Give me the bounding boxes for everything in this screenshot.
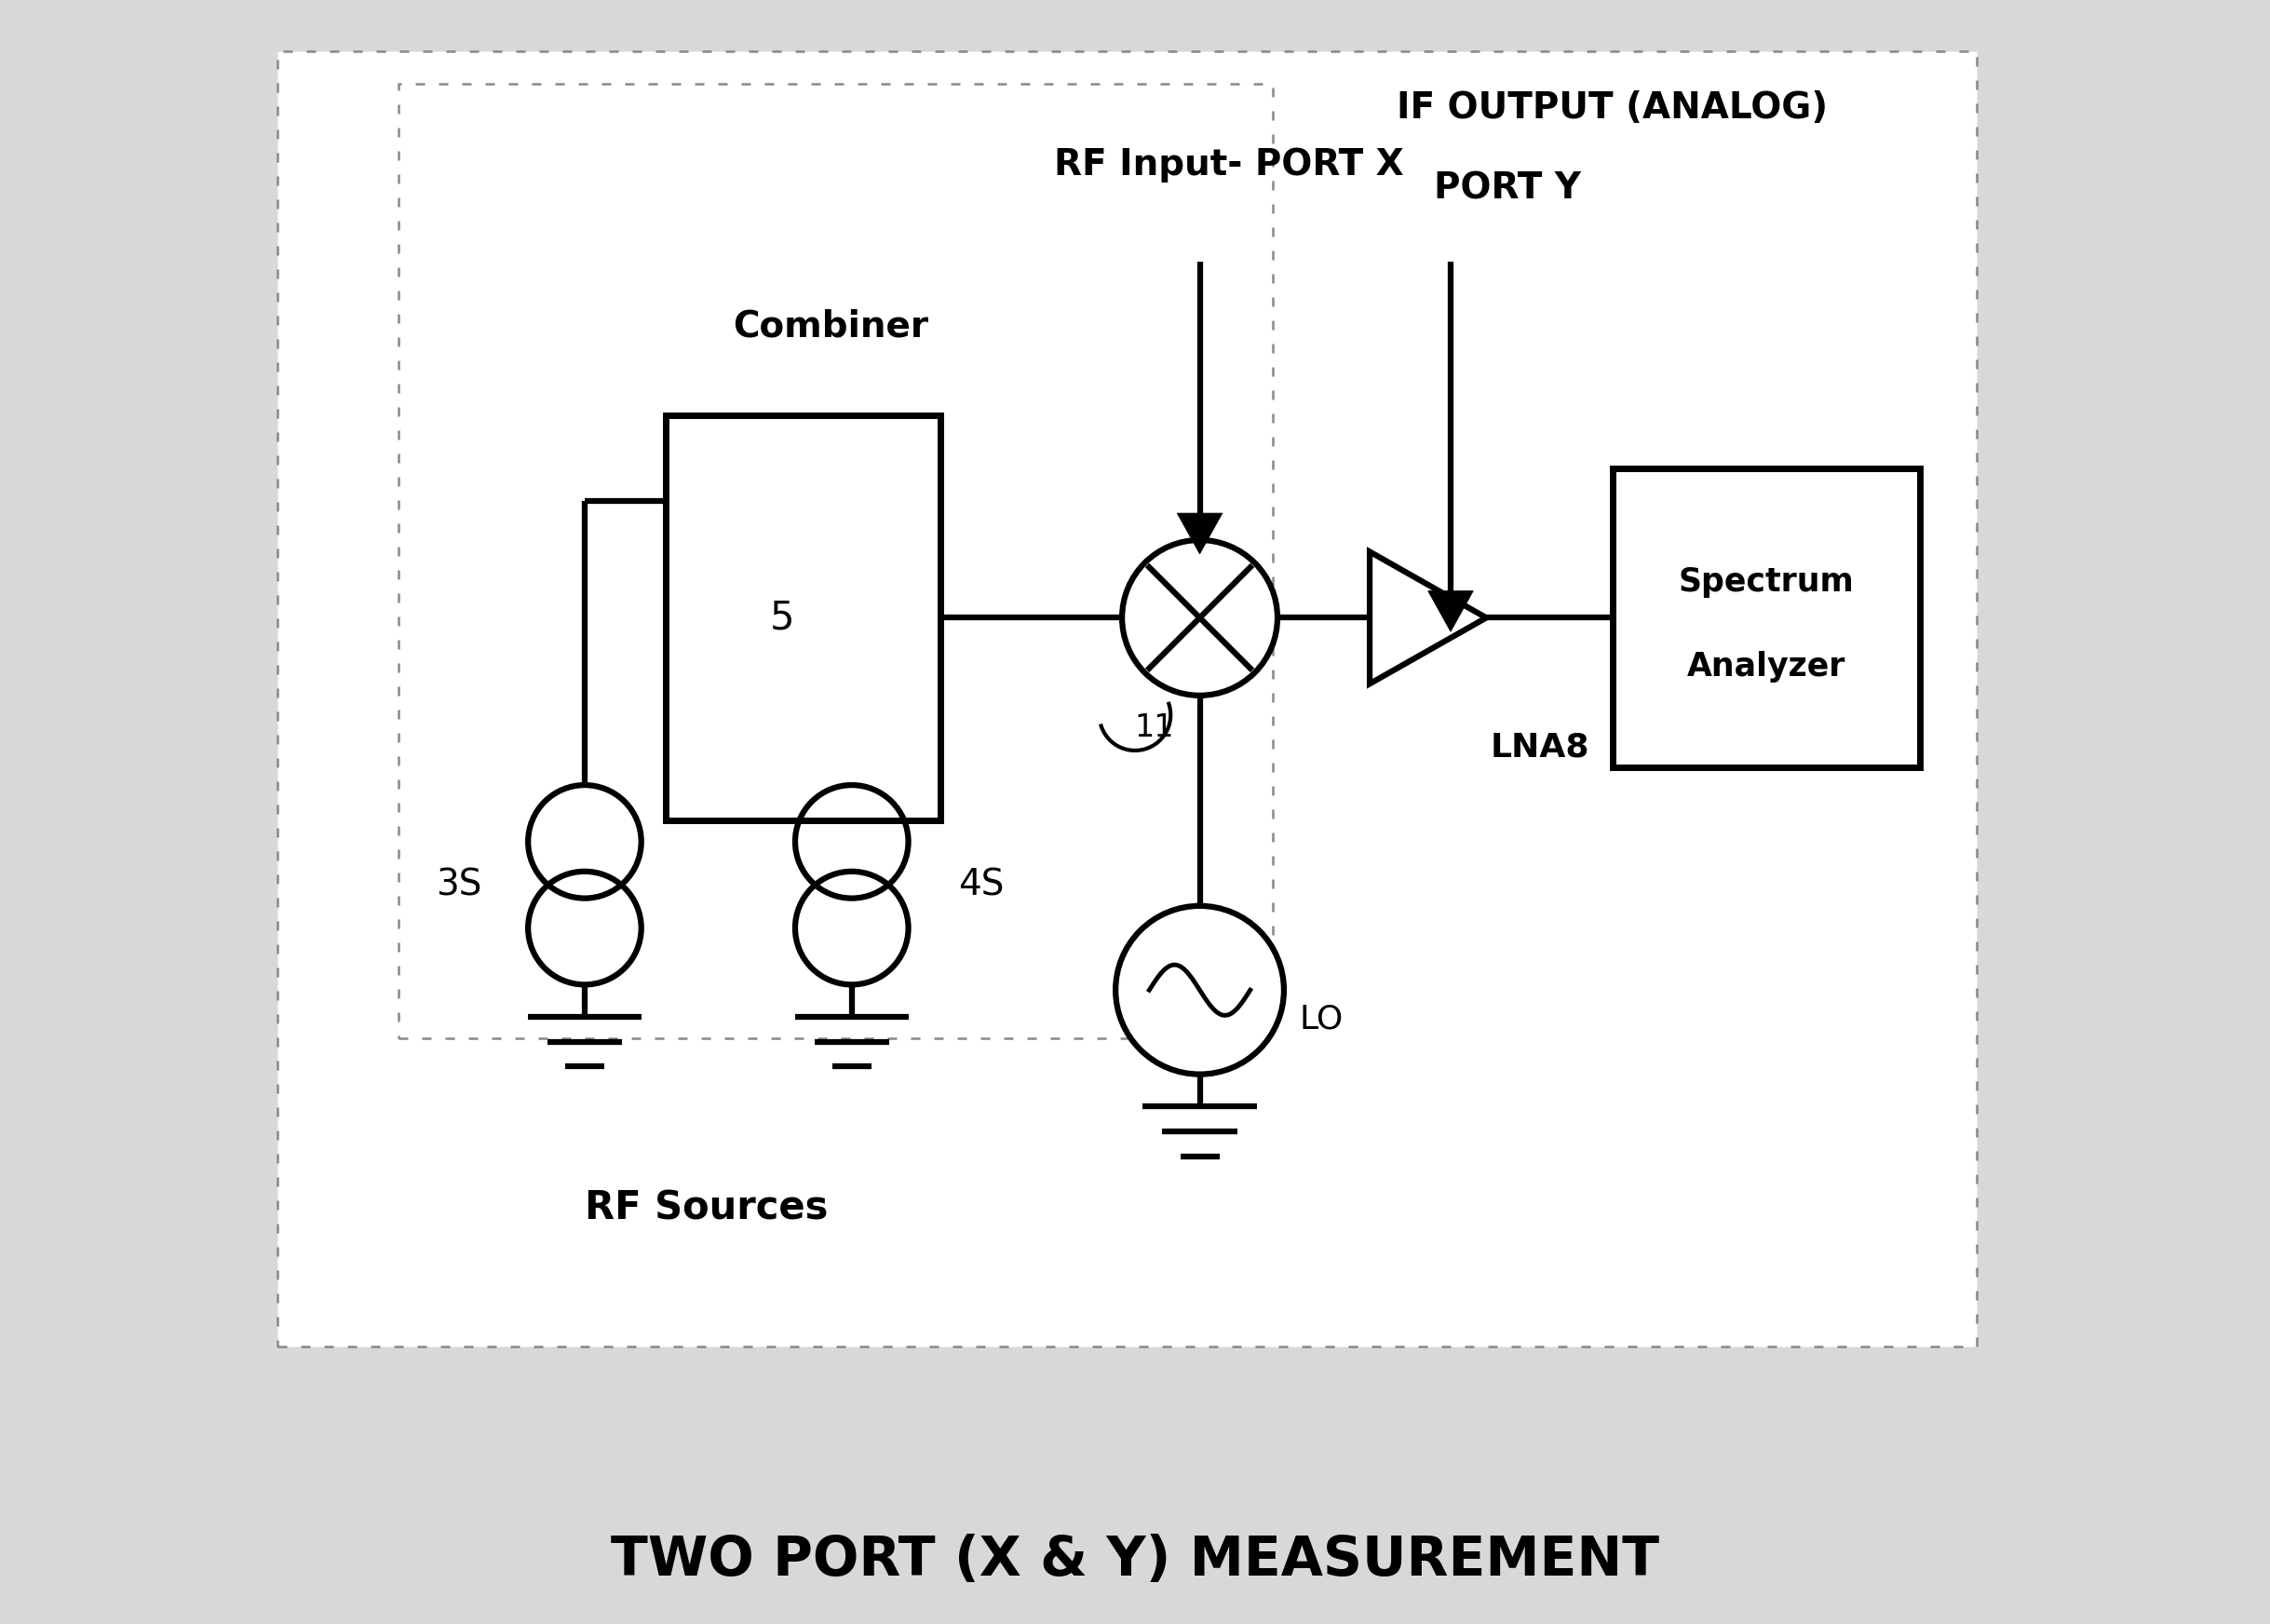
Polygon shape — [1178, 513, 1224, 554]
Text: PORT Y: PORT Y — [1435, 171, 1580, 206]
Text: 5: 5 — [770, 598, 794, 637]
Text: Spectrum: Spectrum — [1678, 567, 1855, 598]
Text: 11: 11 — [1135, 713, 1174, 744]
Bar — [665, 416, 940, 820]
Text: Combiner: Combiner — [733, 309, 928, 344]
Bar — [1612, 468, 1920, 768]
Polygon shape — [1428, 591, 1473, 632]
Text: TWO PORT (X & Y) MEASUREMENT: TWO PORT (X & Y) MEASUREMENT — [611, 1533, 1659, 1587]
Text: LO: LO — [1298, 1004, 1344, 1034]
Circle shape — [1121, 541, 1278, 695]
Text: 3S: 3S — [436, 867, 481, 903]
Text: RF Input- PORT X: RF Input- PORT X — [1053, 146, 1403, 182]
Text: 4S: 4S — [958, 867, 1003, 903]
Text: LNA8: LNA8 — [1489, 731, 1589, 763]
Text: Analyzer: Analyzer — [1687, 651, 1846, 682]
FancyBboxPatch shape — [277, 50, 1977, 1346]
Text: IF OUTPUT (ANALOG): IF OUTPUT (ANALOG) — [1396, 89, 1827, 125]
Text: RF Sources: RF Sources — [583, 1189, 829, 1228]
FancyBboxPatch shape — [400, 83, 1273, 1039]
Polygon shape — [1369, 552, 1487, 684]
Circle shape — [1115, 906, 1285, 1073]
